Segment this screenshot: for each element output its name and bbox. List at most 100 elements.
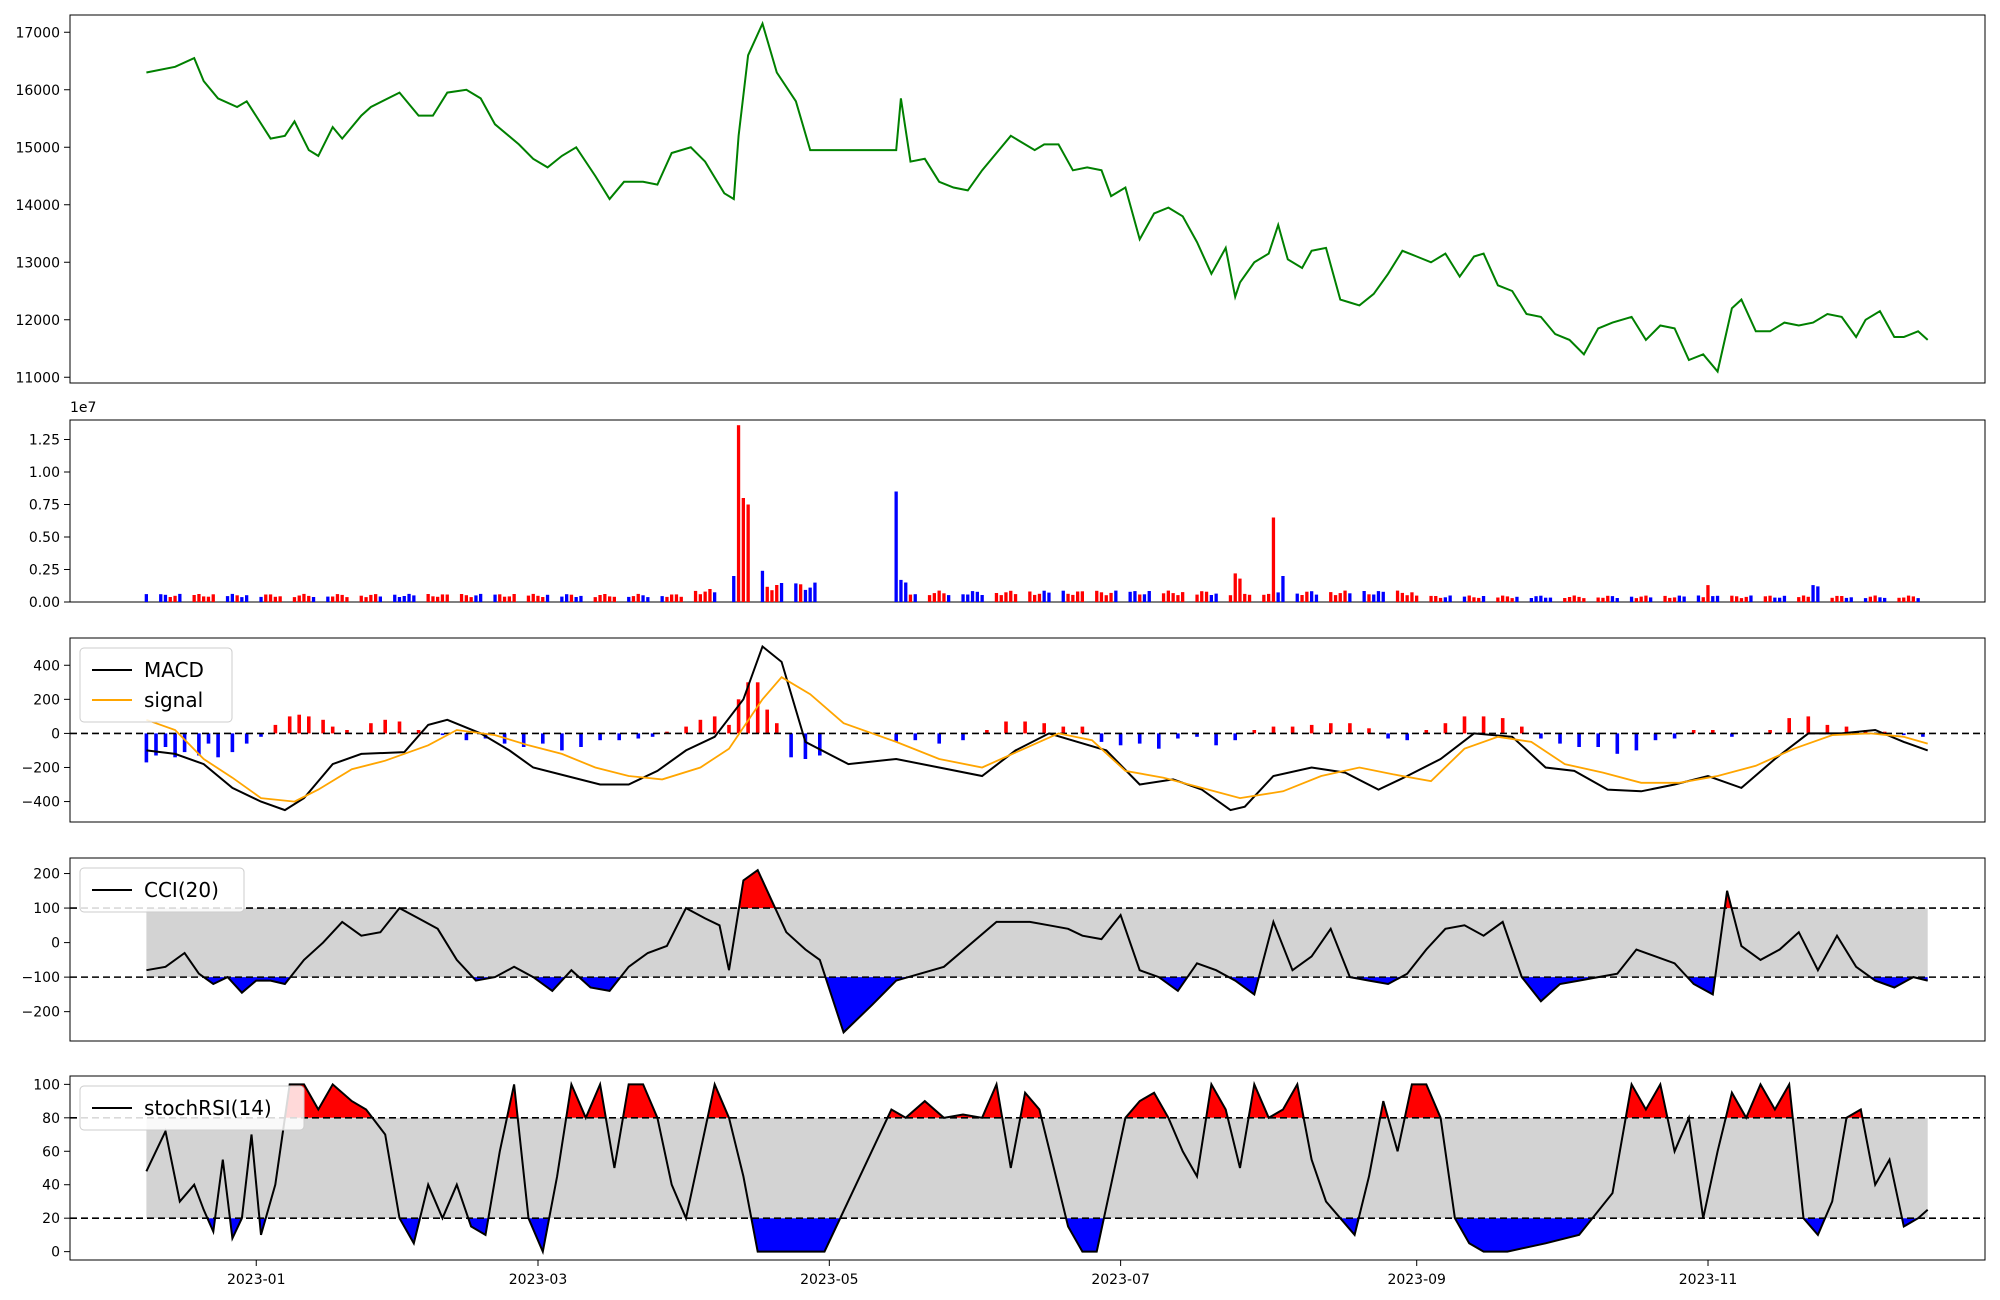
volume-bar bbox=[464, 595, 468, 602]
volume-bar bbox=[1544, 597, 1548, 602]
volume-axis-ytick-label: 1.00 bbox=[29, 465, 60, 481]
volume-bar bbox=[1066, 593, 1070, 602]
macd-histogram-bar bbox=[154, 733, 158, 756]
volume-bar bbox=[608, 596, 612, 602]
volume-bar bbox=[1682, 596, 1686, 602]
volume-bar bbox=[999, 595, 1003, 602]
volume-bar bbox=[1496, 597, 1500, 602]
macd-histogram-bar bbox=[789, 733, 793, 758]
volume-bar bbox=[1701, 597, 1705, 602]
volume-bar bbox=[1214, 593, 1218, 602]
volume-bar bbox=[1534, 596, 1538, 602]
volume-bar bbox=[412, 595, 416, 602]
cci-axis-ytick-label: −100 bbox=[22, 970, 60, 986]
volume-bar bbox=[163, 594, 168, 602]
macd-legend-entry: signal bbox=[144, 688, 203, 712]
volume-bar bbox=[378, 596, 382, 602]
volume-bar bbox=[292, 597, 297, 602]
volume-bar bbox=[436, 596, 440, 602]
macd-histogram-bar bbox=[650, 733, 655, 737]
macd-histogram-bar bbox=[765, 709, 769, 734]
macd-histogram-bar bbox=[1424, 730, 1429, 734]
volume-bar bbox=[713, 592, 717, 602]
volume-bar bbox=[1868, 596, 1872, 602]
volume-bar bbox=[1028, 591, 1032, 602]
volume-bar bbox=[1677, 595, 1681, 602]
volume-bar bbox=[574, 597, 578, 602]
macd-histogram-bar bbox=[230, 733, 235, 753]
volume-bar bbox=[1171, 593, 1175, 602]
volume-bar bbox=[1505, 596, 1510, 602]
macd-histogram-bar bbox=[1672, 733, 1677, 739]
macd-histogram-bar bbox=[1405, 733, 1409, 741]
volume-bar bbox=[407, 593, 411, 602]
volume-bar bbox=[1897, 597, 1901, 602]
volume-bar bbox=[1778, 597, 1782, 602]
volume-bar bbox=[1649, 597, 1653, 602]
volume-bar bbox=[1271, 517, 1276, 602]
volume-bar bbox=[536, 595, 540, 602]
macd-histogram-bar bbox=[1462, 716, 1467, 734]
macd-histogram-bar bbox=[1768, 730, 1772, 734]
volume-bar bbox=[374, 594, 378, 602]
macd-histogram-bar bbox=[1023, 721, 1027, 734]
macd-histogram-bar bbox=[1367, 728, 1371, 734]
volume-bar bbox=[307, 595, 311, 602]
volume-axis-ytick-label: 0.00 bbox=[29, 595, 60, 611]
macd-histogram-bar bbox=[1596, 733, 1600, 747]
volume-bar bbox=[1863, 598, 1868, 602]
macd-histogram-bar bbox=[1214, 733, 1218, 746]
volume-bar bbox=[1873, 595, 1877, 602]
stochrsi-axis-ytick-label: 0 bbox=[51, 1245, 60, 1261]
macd-histogram-bar bbox=[273, 724, 278, 734]
macd-histogram-bar bbox=[163, 733, 168, 747]
volume-bar bbox=[937, 590, 941, 602]
volume-bar bbox=[159, 594, 163, 602]
volume-bar bbox=[1080, 591, 1084, 602]
volume-bar bbox=[240, 597, 244, 602]
price-axis-ytick-label: 16000 bbox=[15, 83, 60, 99]
volume-bar bbox=[1577, 596, 1581, 602]
volume-bar bbox=[980, 595, 984, 602]
macd-histogram-bar bbox=[1271, 726, 1276, 734]
volume-bar bbox=[1228, 595, 1233, 602]
volume-bar bbox=[560, 596, 564, 602]
macd-histogram-bar bbox=[1481, 716, 1486, 734]
volume-bar bbox=[1161, 593, 1166, 602]
volume-bar bbox=[1262, 594, 1266, 602]
volume-bar bbox=[808, 587, 812, 602]
macd-histogram-bar bbox=[1539, 733, 1543, 739]
volume-bar bbox=[1333, 595, 1338, 602]
volume-bar bbox=[1238, 578, 1242, 602]
volume-bar bbox=[674, 594, 679, 602]
macd-histogram-bar bbox=[1500, 718, 1505, 734]
volume-bar bbox=[1166, 590, 1170, 602]
volume-bar bbox=[803, 589, 808, 602]
volume-bar bbox=[1672, 597, 1677, 602]
volume-bar bbox=[741, 498, 745, 602]
volume-bar bbox=[340, 594, 344, 602]
volume-bar bbox=[746, 504, 750, 602]
volume-bar bbox=[1147, 591, 1151, 602]
volume-bar bbox=[1310, 591, 1314, 602]
macd-histogram-bar bbox=[598, 733, 602, 741]
volume-bar bbox=[173, 595, 177, 602]
volume-bar bbox=[1711, 596, 1715, 602]
volume-bar bbox=[445, 594, 449, 602]
volume-bar bbox=[1128, 591, 1132, 602]
volume-bar bbox=[1797, 597, 1801, 602]
stochrsi-axis-ytick-label: 100 bbox=[33, 1077, 60, 1093]
macd-histogram-bar bbox=[1844, 726, 1849, 734]
macd-histogram-bar bbox=[440, 733, 445, 736]
macd-histogram-bar bbox=[1558, 733, 1562, 744]
macd-histogram-bar bbox=[985, 730, 989, 734]
macd-histogram-bar bbox=[1004, 721, 1008, 734]
volume-bar bbox=[440, 594, 445, 602]
volume-bar bbox=[1329, 592, 1333, 602]
volume-bar bbox=[1835, 595, 1839, 602]
volume-bar bbox=[1009, 590, 1013, 602]
macd-histogram-bar bbox=[937, 733, 941, 744]
macd-histogram-bar bbox=[1176, 733, 1180, 739]
volume-bar bbox=[541, 597, 545, 602]
volume-bar bbox=[1405, 595, 1409, 602]
